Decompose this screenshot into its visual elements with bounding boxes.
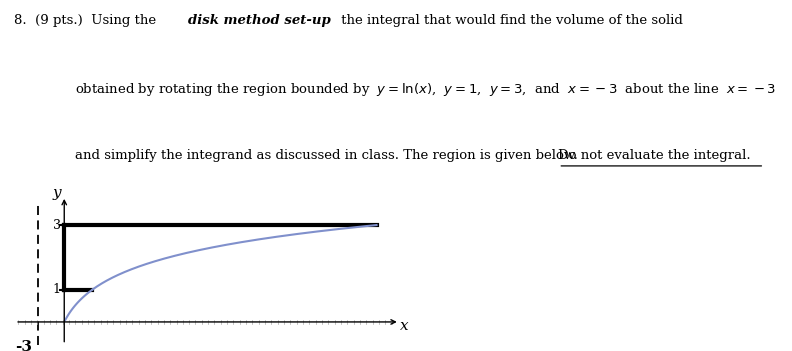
Text: x: x [400, 319, 409, 333]
Text: and simplify the integrand as discussed in class. The region is given below.: and simplify the integrand as discussed … [75, 148, 587, 161]
Text: 1: 1 [53, 283, 61, 296]
Text: -3: -3 [15, 340, 32, 351]
Text: obtained by rotating the region bounded by  $y=\ln(x)$,  $y=1$,  $y=3$,  and  $x: obtained by rotating the region bounded … [75, 81, 776, 98]
Text: 3: 3 [53, 219, 61, 232]
Text: the integral that would find the volume of the solid: the integral that would find the volume … [337, 14, 683, 27]
Text: y: y [52, 186, 61, 200]
Text: disk method set-up: disk method set-up [188, 14, 331, 27]
Text: 8.  (9 pts.)  Using the: 8. (9 pts.) Using the [14, 14, 161, 27]
Text: Do not evaluate the integral.: Do not evaluate the integral. [558, 148, 751, 161]
